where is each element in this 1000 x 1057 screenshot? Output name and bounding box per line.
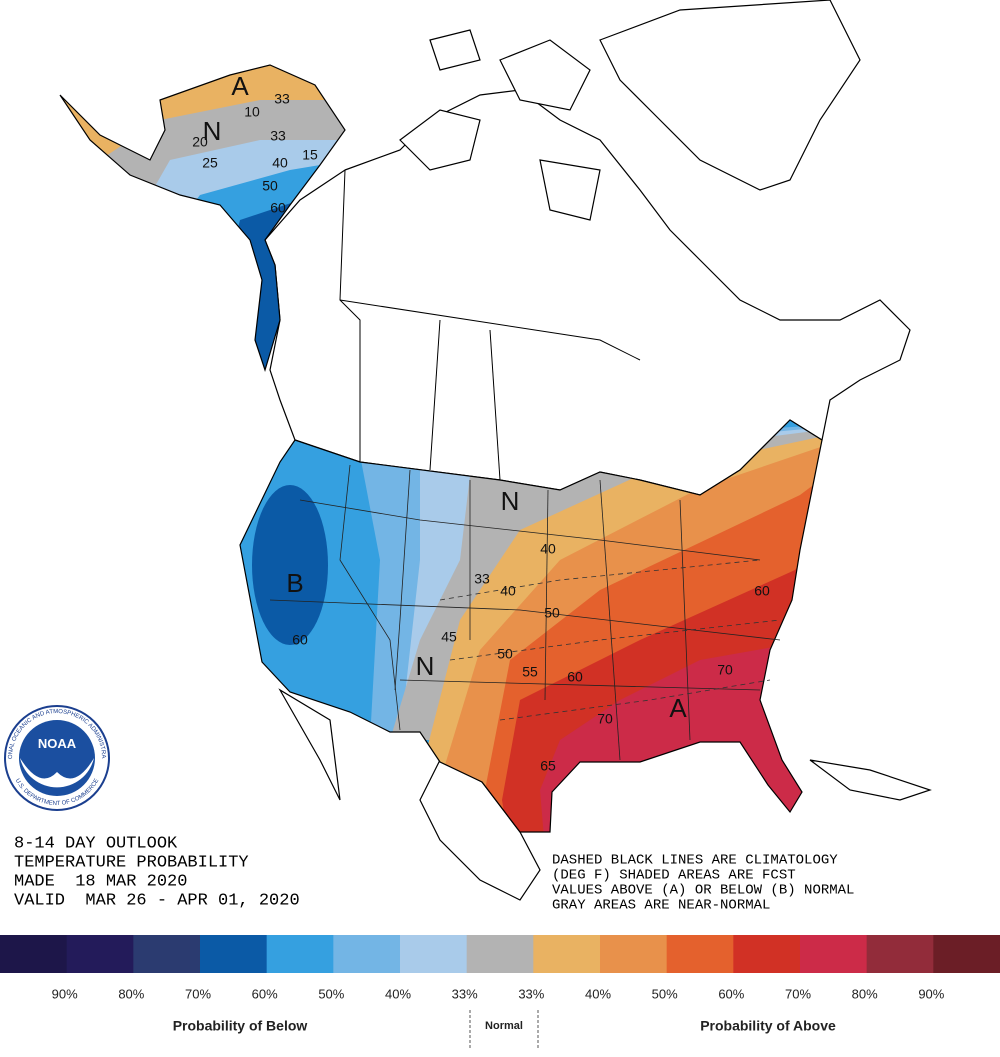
legend-tick-label: 80% — [852, 986, 878, 1001]
legend-heading: Normal — [485, 1020, 523, 1032]
header-line: VALID MAR 26 - APR 01, 2020 — [14, 891, 300, 910]
legend-swatch — [66, 935, 134, 973]
legend-heading: Probability of Above — [700, 1018, 836, 1034]
region-label: N — [416, 651, 435, 681]
legend-swatch — [533, 935, 601, 973]
legend-swatch — [0, 935, 68, 973]
legend-tick-label: 40% — [585, 986, 611, 1001]
canada-borders — [339, 169, 641, 481]
region-label: N — [203, 116, 222, 146]
contour-label: 40 — [540, 541, 556, 557]
legend-swatch — [400, 935, 468, 973]
map-labels: A 33 10 N 20 33 25 40 15 50 60 N B 60 40… — [192, 71, 770, 774]
region-label: N — [501, 486, 520, 516]
header: 8-14 DAY OUTLOOK TEMPERATURE PROBABILITY… — [14, 834, 300, 910]
noaa-logo: NOAA NATIONAL OCEANIC AND ATMOSPHERIC AD… — [0, 0, 110, 811]
legend-swatch — [800, 935, 868, 973]
region-label: A — [669, 693, 687, 723]
contour-label: 60 — [292, 632, 308, 648]
legend-tick-label: 50% — [318, 986, 344, 1001]
contour-label: 40 — [500, 583, 516, 599]
contour-label: 50 — [544, 605, 560, 621]
legend-swatch — [133, 935, 201, 973]
legend-tick-label: 60% — [718, 986, 744, 1001]
region-label: A — [231, 71, 249, 101]
legend-swatch — [266, 935, 334, 973]
legend-tick-label: 70% — [185, 986, 211, 1001]
legend-tick-label: 90% — [918, 986, 944, 1001]
contour-label: 40 — [272, 155, 288, 171]
contour-label: 50 — [262, 178, 278, 194]
contour-label: 60 — [754, 583, 770, 599]
contour-label: 15 — [302, 147, 318, 163]
contour-label: 65 — [540, 758, 556, 774]
header-line: MADE 18 MAR 2020 — [14, 872, 187, 891]
legend-tick-label: 33% — [518, 986, 544, 1001]
note-line: VALUES ABOVE (A) OR BELOW (B) NORMAL — [552, 883, 854, 899]
legend-swatch — [866, 935, 934, 973]
legend-swatch — [200, 935, 268, 973]
notes: DASHED BLACK LINES ARE CLIMATOLOGY (DEG … — [552, 853, 854, 914]
logo-ring-text: NATIONAL OCEANIC AND ATMOSPHERIC ADMINIS… — [0, 0, 106, 759]
contour-label: 33 — [274, 91, 290, 107]
legend-tick-label: 80% — [118, 986, 144, 1001]
contour-label: 10 — [244, 104, 260, 120]
legend: Probability of Below Normal Probability … — [0, 935, 1000, 1050]
contour-label: 25 — [202, 155, 218, 171]
contour-label: 70 — [717, 662, 733, 678]
legend-tick-label: 33% — [452, 986, 478, 1001]
note-line: DASHED BLACK LINES ARE CLIMATOLOGY — [552, 853, 838, 869]
legend-tick-label: 70% — [785, 986, 811, 1001]
contour-label: 33 — [270, 128, 286, 144]
basemap — [264, 0, 932, 901]
legend-swatch — [333, 935, 401, 973]
legend-tick-label: 40% — [385, 986, 411, 1001]
climatology-lines — [439, 559, 781, 721]
note-line: (DEG F) SHADED AREAS ARE FCST — [552, 868, 796, 884]
legend-swatch — [933, 935, 1000, 973]
svg-text:NATIONAL OCEANIC AND ATMOSPHER: NATIONAL OCEANIC AND ATMOSPHERIC ADMINIS… — [0, 0, 106, 759]
header-line: 8-14 DAY OUTLOOK — [14, 834, 178, 853]
note-line: GRAY AREAS ARE NEAR-NORMAL — [552, 898, 770, 914]
contour-label: 45 — [441, 629, 457, 645]
contour-label: 20 — [192, 134, 208, 150]
legend-swatch — [733, 935, 801, 973]
legend-swatch — [666, 935, 734, 973]
alaska-outline — [59, 64, 346, 372]
legend-swatch — [466, 935, 534, 973]
contour-label: 70 — [597, 711, 613, 727]
legend-swatch — [600, 935, 668, 973]
contour-label: 60 — [270, 200, 286, 216]
contour-label: 33 — [474, 571, 490, 587]
header-line: TEMPERATURE PROBABILITY — [14, 853, 249, 872]
legend-tick-label: 90% — [52, 986, 78, 1001]
contour-label: 50 — [497, 646, 513, 662]
legend-heading: Probability of Below — [173, 1018, 308, 1034]
logo-text: NOAA — [38, 736, 77, 751]
legend-tick-label: 60% — [252, 986, 278, 1001]
region-label: B — [286, 568, 303, 598]
contour-label: 55 — [522, 664, 538, 680]
legend-tick-label: 50% — [652, 986, 678, 1001]
conus-outline — [239, 419, 823, 833]
contour-label: 60 — [567, 669, 583, 685]
